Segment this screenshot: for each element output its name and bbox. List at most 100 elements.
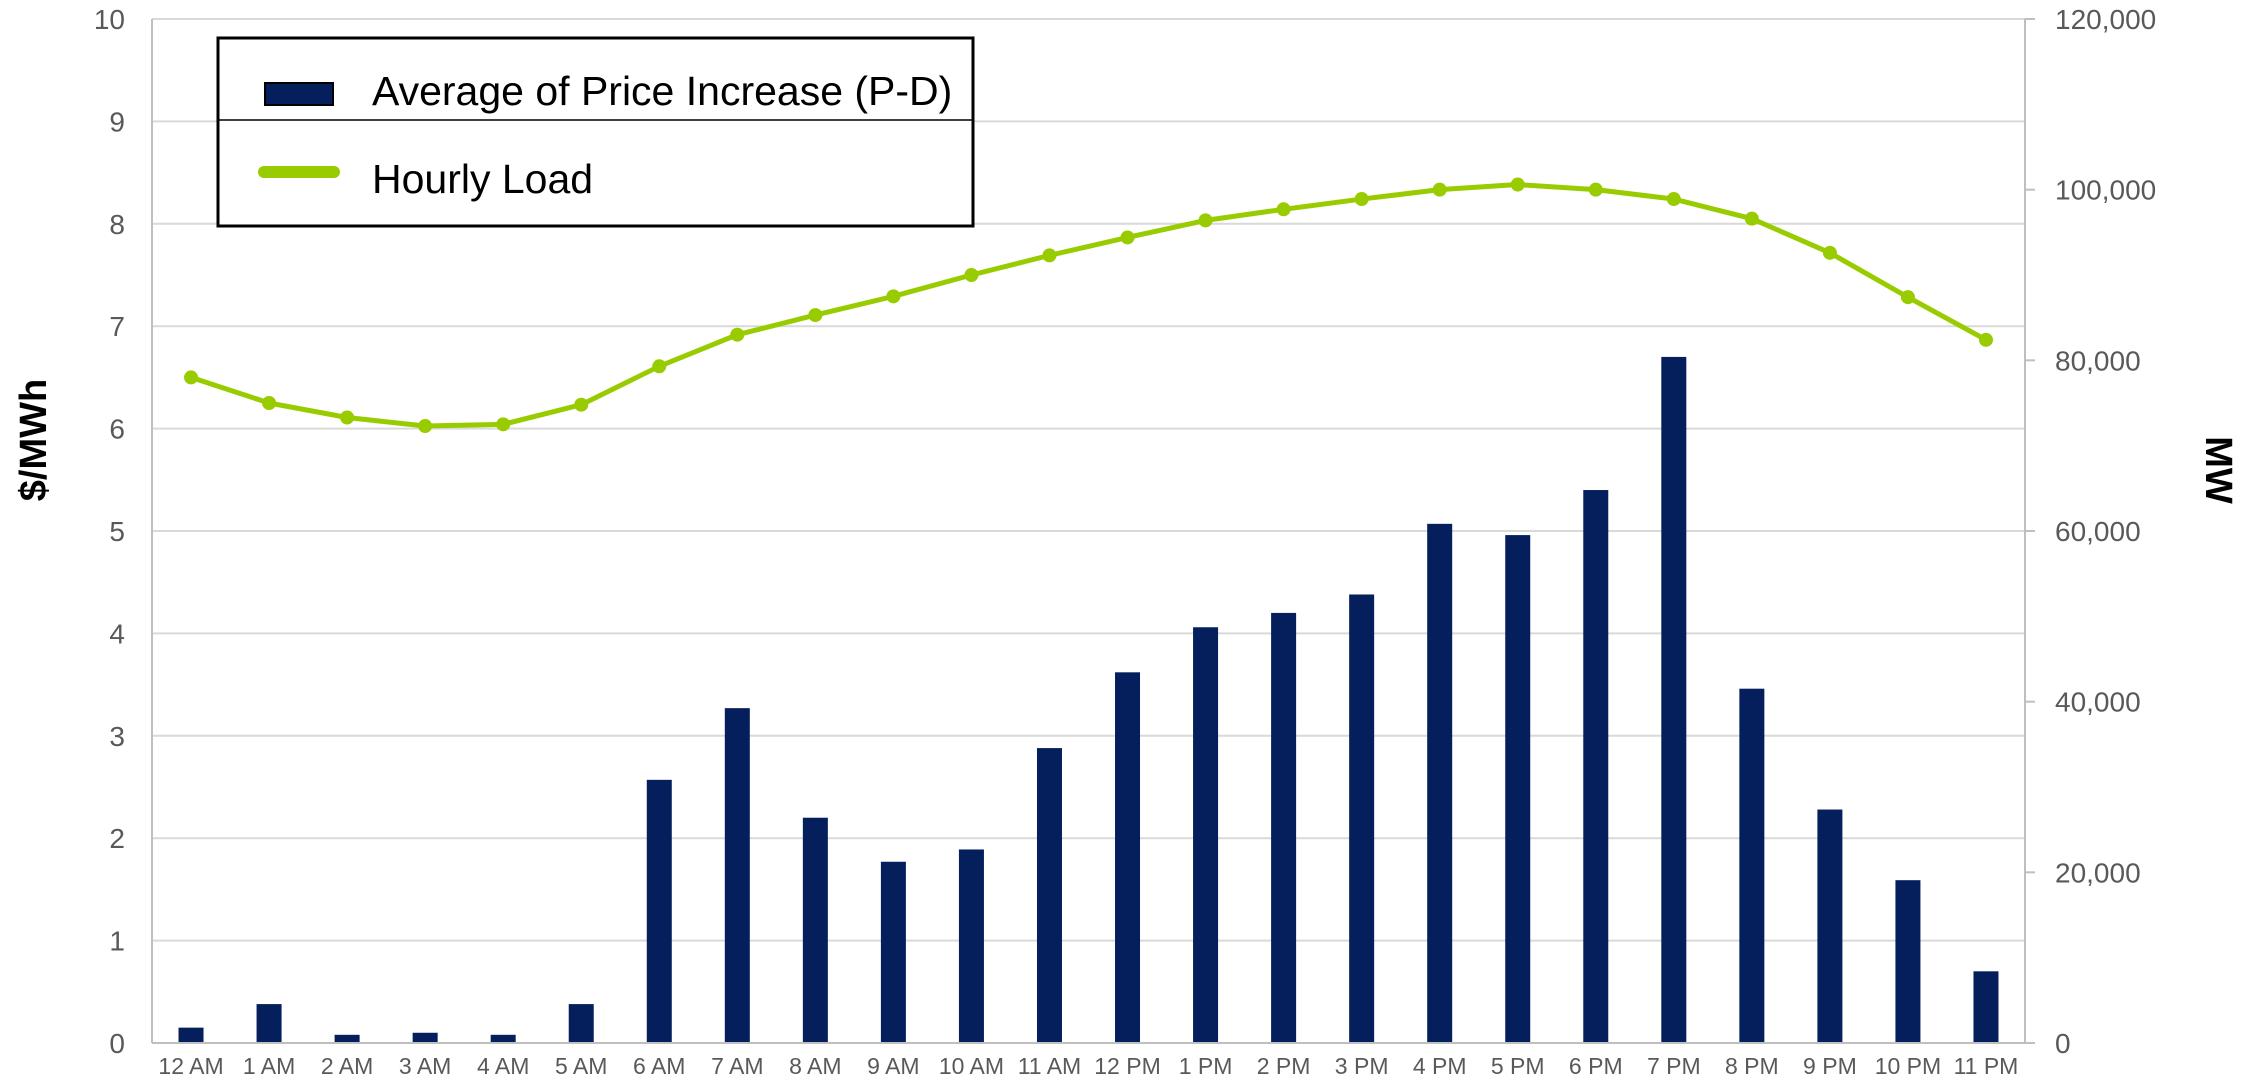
- x-tick-label: 2 PM: [1257, 1053, 1311, 1079]
- x-axis-ticks: 12 AM 1 AM 2 AM 3 AM 4 AM 5 AM 6 AM 7 AM 8 AM 9 A…: [158, 1053, 2018, 1079]
- left-tick-label: 2: [109, 823, 125, 854]
- bar: [1817, 809, 1843, 1043]
- x-tick-label: 11 AM: [1018, 1053, 1082, 1079]
- bar: [1427, 523, 1453, 1043]
- bar: [256, 1004, 282, 1043]
- right-tick-label: 60,000: [2055, 516, 2141, 547]
- x-tick-label: 9 AM: [867, 1053, 919, 1079]
- load-point: [1822, 245, 1837, 260]
- bar: [1739, 688, 1765, 1043]
- load-point: [1510, 177, 1525, 192]
- bar: [178, 1027, 204, 1043]
- load-point: [1744, 211, 1759, 226]
- bar: [334, 1034, 360, 1043]
- load-point: [964, 268, 979, 282]
- bar: [880, 861, 906, 1043]
- legend-label-hourly-load: Hourly Load: [372, 156, 593, 202]
- bar: [412, 1032, 438, 1043]
- bar: [724, 708, 750, 1043]
- x-tick-label: 8 AM: [789, 1053, 841, 1079]
- bar: [1036, 748, 1062, 1043]
- line-series-hourly-load: [184, 177, 1993, 434]
- x-tick-label: 10 PM: [1875, 1053, 1941, 1079]
- left-tick-label: 1: [109, 926, 125, 957]
- left-axis-title: $/MWh: [13, 379, 55, 501]
- left-tick-label: 8: [109, 209, 125, 240]
- x-tick-label: 4 AM: [477, 1053, 529, 1079]
- load-point: [1120, 230, 1135, 245]
- load-point: [1666, 192, 1681, 207]
- load-point: [1432, 182, 1447, 197]
- x-tick-label: 8 PM: [1725, 1053, 1779, 1079]
- legend-label-price-increase: Average of Price Increase (P-D): [372, 68, 952, 114]
- x-tick-label: 1 PM: [1179, 1053, 1233, 1079]
- x-tick-label: 4 PM: [1413, 1053, 1467, 1079]
- left-tick-label: 9: [109, 106, 125, 137]
- bar: [958, 849, 984, 1043]
- load-point: [184, 370, 199, 385]
- load-point: [730, 327, 745, 342]
- load-point: [496, 417, 511, 432]
- right-axis-title: MW: [2197, 436, 2239, 504]
- x-tick-label: 6 PM: [1569, 1053, 1623, 1079]
- legend-swatch-bar: [264, 82, 334, 106]
- left-tick-label: 5: [109, 516, 125, 547]
- bar: [568, 1004, 594, 1043]
- left-tick-label: 0: [109, 1028, 125, 1059]
- x-tick-label: 5 AM: [555, 1053, 607, 1079]
- x-tick-label: 7 PM: [1647, 1053, 1701, 1079]
- right-tick-label: 120,000: [2055, 4, 2156, 35]
- left-axis-ticks: 0 1 2 3 4 5 6 7 8 9 10: [94, 4, 125, 1059]
- right-tick-label: 20,000: [2055, 857, 2141, 888]
- x-tick-label: 7 AM: [711, 1053, 763, 1079]
- load-line: [190, 182, 1988, 429]
- left-tick-label: 7: [109, 311, 125, 342]
- bar: [1193, 627, 1219, 1043]
- load-point: [652, 359, 667, 374]
- x-tick-label: 11 PM: [1954, 1053, 2019, 1079]
- x-tick-label: 1 AM: [243, 1053, 295, 1079]
- left-tick-label: 10: [94, 4, 125, 35]
- left-tick-label: 6: [109, 414, 125, 445]
- bar: [1661, 356, 1687, 1043]
- bar: [1271, 612, 1297, 1043]
- load-point: [1198, 213, 1213, 228]
- bar: [1115, 672, 1141, 1043]
- bar: [1583, 490, 1609, 1043]
- x-tick-label: 10 AM: [939, 1053, 1004, 1079]
- load-point: [1042, 248, 1057, 263]
- bar: [802, 817, 828, 1043]
- load-point: [1900, 290, 1915, 305]
- load-point: [1276, 202, 1291, 217]
- left-tick-label: 3: [109, 721, 125, 752]
- x-tick-label: 5 PM: [1491, 1053, 1545, 1079]
- load-point: [1588, 182, 1603, 197]
- x-tick-label: 6 AM: [633, 1053, 685, 1079]
- right-tick-label: 40,000: [2055, 687, 2141, 718]
- legend-box: [216, 36, 975, 228]
- x-tick-label: 3 AM: [399, 1053, 451, 1079]
- bar: [1973, 971, 1999, 1043]
- x-tick-label: 12 PM: [1094, 1053, 1160, 1079]
- bar: [1505, 535, 1531, 1043]
- load-point: [418, 419, 433, 434]
- bar: [490, 1034, 516, 1043]
- bar: [646, 779, 672, 1043]
- load-point: [886, 289, 901, 304]
- bar: [1895, 880, 1921, 1043]
- legend: Average of Price Increase (P-D) Hourly L…: [216, 36, 975, 228]
- gridlines: [152, 18, 2025, 942]
- load-point: [574, 397, 589, 412]
- right-tick-label: 80,000: [2055, 345, 2141, 376]
- bar: [1349, 594, 1375, 1043]
- bar-series-price-increase: [178, 356, 1999, 1043]
- x-tick-label: 2 AM: [321, 1053, 373, 1079]
- load-point: [808, 308, 823, 323]
- x-tick-label: 3 PM: [1335, 1053, 1389, 1079]
- right-tick-label: 100,000: [2055, 175, 2156, 206]
- load-point: [1978, 332, 1993, 347]
- load-point: [340, 410, 355, 425]
- right-axis-ticks: 0 20,000 40,000 60,000 80,000 100,000 120,000: [2025, 4, 2156, 1059]
- x-tick-label: 9 PM: [1803, 1053, 1857, 1079]
